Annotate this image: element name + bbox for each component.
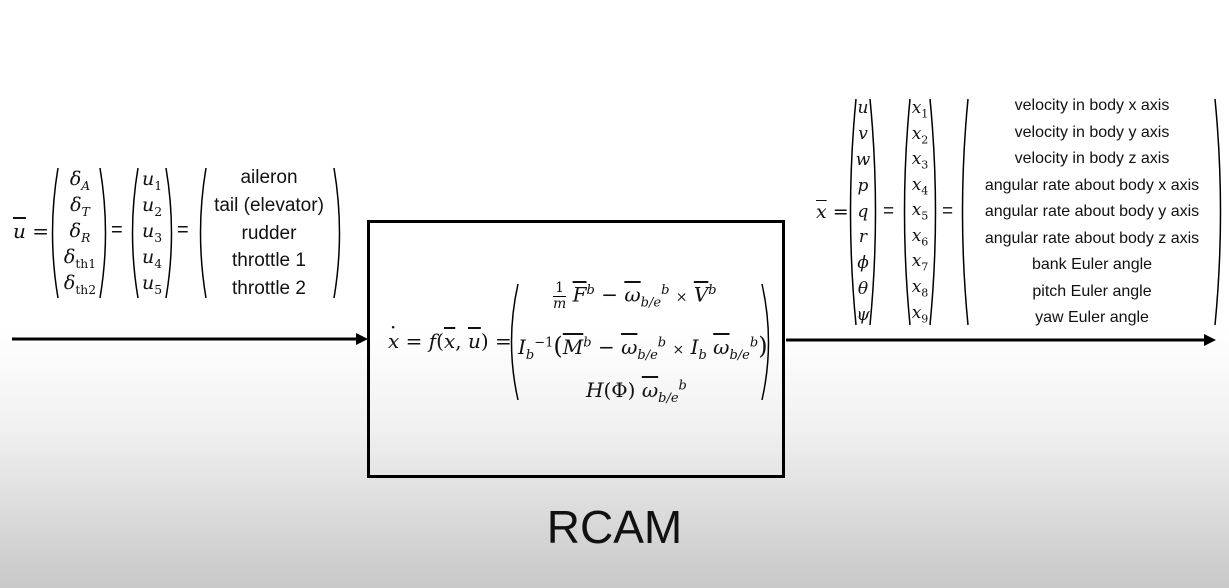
u-component-3: u4 (141, 245, 163, 271)
x-component-1: x2 (911, 123, 929, 146)
output-arrow-icon (786, 334, 1216, 346)
equals-sign: = (177, 219, 189, 241)
u-symbol-2: δR (69, 219, 91, 245)
x-symbol-7: θ (857, 279, 869, 300)
right-paren-icon (929, 98, 937, 326)
u-descriptions-column: aileron tail (elevator) rudder throttle … (204, 166, 334, 300)
left-paren-icon (961, 98, 969, 326)
right-paren-icon (333, 167, 341, 299)
x-components-column: x1 x2 x3 x4 x5 x6 x7 x8 x9 (906, 97, 934, 327)
equation-row-3: H(Φ) ωb/eb (586, 378, 687, 406)
u-description-2: rudder (241, 222, 297, 244)
left-paren-icon (51, 167, 59, 299)
x-component-2: x3 (911, 149, 929, 172)
x-symbol-4: q (857, 201, 869, 222)
u-vector-lhs: u = (13, 219, 50, 243)
x-description-0: velocity in body x axis (1014, 97, 1170, 114)
equals-sign: = (942, 201, 954, 222)
left-paren-icon (849, 98, 857, 326)
x-description-5: angular rate about body z axis (984, 229, 1200, 247)
x-component-5: x6 (911, 225, 929, 249)
x-description-4: angular rate about body y axis (984, 203, 1200, 220)
x-description-1: velocity in body y axis (1014, 123, 1170, 141)
u-description-0: aileron (240, 167, 298, 188)
x-component-3: x4 (911, 174, 929, 198)
x-symbol-8: ψ (856, 305, 870, 325)
u-symbol-4: δth2 (63, 271, 97, 297)
u-symbol-1: δT (70, 193, 90, 219)
x-symbol-5: r (858, 227, 868, 248)
right-paren-icon (99, 167, 107, 299)
block-label: RCAM (546, 501, 683, 553)
u-symbol-3: δth1 (63, 245, 97, 271)
x-vector-lhs: x = (816, 201, 849, 223)
x-symbol-1: v (858, 123, 868, 144)
u-description-3: throttle 1 (232, 250, 306, 272)
x-symbol-3: p (857, 175, 869, 196)
x-description-2: velocity in body z axis (1014, 150, 1170, 167)
x-description-6: bank Euler angle (1031, 256, 1153, 273)
u-description-4: throttle 2 (232, 278, 306, 299)
u-component-1: u2 (141, 193, 163, 219)
left-paren-icon (510, 283, 519, 401)
x-description-3: angular rate about body x axis (984, 176, 1200, 194)
left-paren-icon (199, 167, 207, 299)
right-paren-icon (761, 283, 770, 401)
u-symbol-0: δA (69, 168, 91, 193)
equals-sign: = (111, 219, 123, 241)
x-symbol-6: ϕ (857, 253, 869, 274)
x-component-6: x7 (911, 251, 929, 274)
x-symbols-column: u v w p q r ϕ θ ψ (852, 97, 874, 327)
u-components-column: u1 u2 u3 u4 u5 (134, 166, 170, 300)
equation-lhs: x · = f(x, u) = (388, 315, 512, 353)
equation-row-2: Ib−1(Mb − ωb/eb × Ib ωb/eb) (518, 332, 768, 363)
x-component-0: x1 (911, 98, 929, 121)
right-paren-icon (1214, 98, 1222, 326)
x-symbol-0: u (857, 98, 869, 118)
equals-sign: = (883, 201, 895, 222)
left-paren-icon (903, 98, 911, 326)
left-paren-icon (131, 167, 139, 299)
rcam-model-block (367, 220, 785, 478)
x-description-7: pitch Euler angle (1032, 282, 1152, 300)
x-symbol-2: w (855, 149, 871, 170)
x-descriptions-column: velocity in body x axis velocity in body… (964, 97, 1220, 327)
u-component-0: u1 (141, 168, 163, 193)
x-component-8: x9 (911, 302, 929, 325)
x-component-4: x5 (911, 200, 929, 223)
input-arrow-icon (12, 333, 368, 345)
x-description-8: yaw Euler angle (1035, 309, 1149, 326)
u-symbols-column: δA δT δR δth1 δth2 (56, 166, 104, 300)
u-description-1: tail (elevator) (214, 194, 324, 216)
x-component-7: x8 (911, 276, 929, 300)
right-paren-icon (869, 98, 877, 326)
right-paren-icon (165, 167, 173, 299)
u-component-2: u3 (141, 219, 163, 245)
u-component-4: u5 (141, 271, 163, 297)
